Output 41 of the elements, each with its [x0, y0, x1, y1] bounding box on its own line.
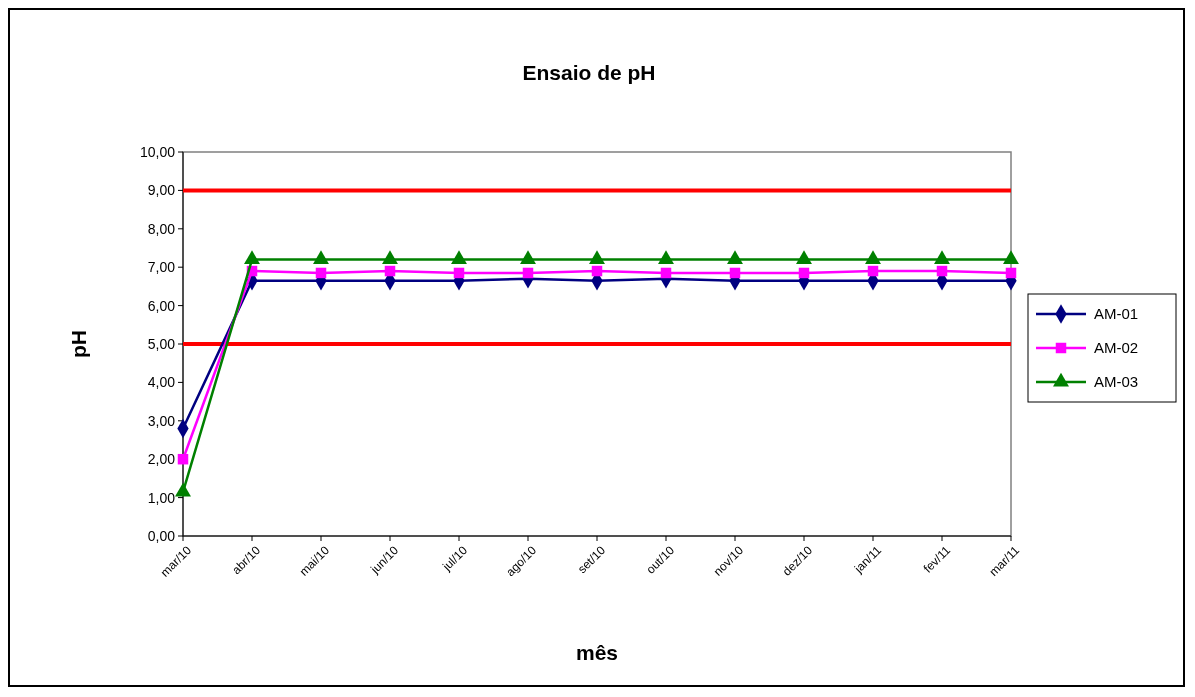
point	[658, 250, 674, 265]
y-tick-label: 6,00	[147, 297, 176, 314]
point	[589, 250, 605, 265]
point	[384, 265, 396, 277]
point	[1005, 267, 1017, 279]
point	[934, 250, 950, 265]
point	[453, 267, 465, 279]
legend-label: AM-03	[1094, 373, 1139, 391]
point	[727, 250, 743, 265]
point	[382, 250, 398, 265]
x-axis-title: mês	[575, 641, 619, 664]
point	[591, 265, 603, 277]
y-tick-label: 2,00	[147, 451, 176, 468]
point	[729, 267, 741, 279]
point	[522, 267, 534, 279]
point	[660, 267, 672, 279]
y-tick-label: 0,00	[147, 527, 176, 544]
y-tick-label: 10,00	[139, 143, 176, 160]
y-tick-label: 9,00	[147, 182, 176, 199]
point	[315, 267, 327, 279]
point	[936, 265, 948, 277]
point	[796, 250, 812, 265]
y-tick-label: 5,00	[147, 335, 176, 352]
point	[520, 250, 536, 265]
point	[1003, 250, 1019, 265]
y-tick-label: 7,00	[147, 259, 176, 276]
legend-label: AM-01	[1094, 305, 1139, 323]
legend-label: AM-02	[1094, 339, 1139, 357]
point	[313, 250, 329, 265]
chart-title: Ensaio de pH	[522, 61, 656, 84]
y-tick-label: 4,00	[147, 374, 176, 391]
point	[865, 250, 881, 265]
point	[451, 250, 467, 265]
y-tick-label: 8,00	[147, 220, 176, 237]
point	[177, 453, 189, 465]
y-tick-label: 3,00	[147, 412, 176, 429]
y-axis-title: pH	[67, 330, 90, 358]
point	[798, 267, 810, 279]
point	[867, 265, 879, 277]
point	[244, 250, 260, 265]
y-tick-label: 1,00	[147, 489, 176, 506]
